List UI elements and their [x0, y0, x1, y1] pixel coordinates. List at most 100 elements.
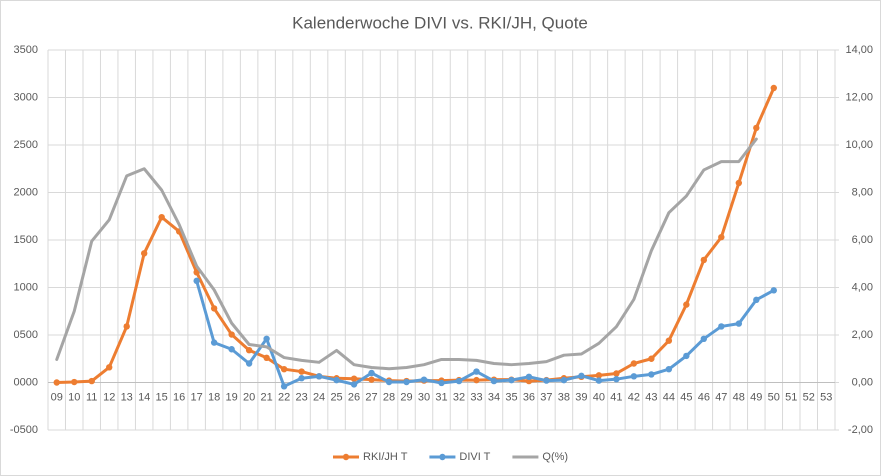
- series-marker: [700, 256, 708, 264]
- x-tick-label: 09: [51, 391, 63, 403]
- series-marker: [106, 364, 113, 371]
- x-tick-label: 19: [226, 391, 238, 403]
- series-marker: [578, 372, 585, 380]
- series-marker: [350, 375, 358, 382]
- legend-label: Q(%): [542, 451, 568, 463]
- legend-marker: [342, 453, 350, 461]
- y-tick-label: 1000: [14, 281, 38, 293]
- y-tick-label: 3000: [14, 91, 38, 103]
- x-tick-label: 46: [698, 391, 710, 403]
- series-marker: [298, 368, 305, 375]
- series-marker: [333, 376, 340, 384]
- series-marker: [385, 378, 393, 386]
- y2-tick-label: 14,00: [845, 44, 873, 56]
- x-tick-label: 26: [348, 391, 360, 403]
- series-marker: [315, 373, 323, 380]
- series-marker: [53, 379, 60, 386]
- x-tick-label: 36: [523, 391, 535, 403]
- x-tick-label: 10: [68, 391, 80, 403]
- series-marker: [158, 214, 165, 221]
- series-marker: [245, 347, 253, 354]
- series-marker: [613, 375, 620, 383]
- y2-tick-label: 10,00: [845, 139, 873, 151]
- series-marker: [735, 320, 743, 327]
- x-tick-label: 47: [715, 391, 727, 403]
- series-marker: [368, 369, 375, 377]
- series-marker: [683, 301, 690, 308]
- series-marker: [630, 373, 638, 380]
- series-marker: [648, 371, 655, 378]
- series-marker: [280, 383, 288, 390]
- series-marker: [595, 377, 603, 384]
- legend-marker: [439, 453, 446, 461]
- y2-tick-label: 2,00: [852, 329, 873, 341]
- series-marker: [648, 355, 655, 362]
- series-marker: [543, 377, 550, 384]
- series-marker: [665, 337, 673, 344]
- series-marker: [403, 378, 410, 386]
- y-tick-label: 2000: [14, 186, 38, 198]
- series-line: [195, 279, 776, 388]
- series-marker: [770, 84, 777, 92]
- y2-tick-label: 8,00: [852, 186, 873, 198]
- series-marker: [298, 375, 305, 382]
- x-tick-label: 52: [803, 391, 815, 403]
- series-marker: [735, 179, 743, 187]
- series-marker: [140, 250, 148, 257]
- series-marker: [263, 354, 270, 361]
- x-tick-label: 15: [156, 391, 168, 403]
- x-tick-label: 50: [768, 391, 780, 403]
- x-tick-label: 31: [435, 391, 447, 403]
- x-tick-label: 33: [470, 391, 482, 403]
- y-tick-label: 0500: [14, 329, 38, 341]
- series-marker: [718, 233, 725, 241]
- series-marker: [210, 339, 218, 346]
- x-tick-label: 44: [663, 391, 675, 403]
- x-tick-label: 51: [785, 391, 797, 403]
- series-marker: [245, 360, 253, 367]
- series-marker: [123, 323, 130, 330]
- y2-tick-label: 0,00: [852, 376, 873, 388]
- series-marker: [193, 277, 200, 285]
- series-marker: [263, 335, 270, 342]
- series-marker: [228, 346, 235, 353]
- y2-tick-label: 4,00: [852, 281, 873, 293]
- y2-tick-label: -2,00: [848, 424, 873, 436]
- y-tick-label: 1500: [14, 234, 38, 246]
- x-tick-label: 40: [593, 391, 605, 403]
- x-tick-label: 48: [733, 391, 745, 403]
- x-tick-label: 18: [208, 391, 220, 403]
- y2-tick-label: 12,00: [845, 91, 873, 103]
- x-tick-label: 25: [330, 391, 342, 403]
- series-line: [55, 137, 758, 371]
- x-tick-label: 20: [243, 391, 255, 403]
- legend-label: DIVI T: [459, 451, 490, 463]
- x-tick-label: 43: [645, 391, 657, 403]
- series-marker: [71, 378, 78, 386]
- series-marker: [525, 373, 533, 380]
- x-tick-label: 30: [418, 391, 430, 403]
- x-tick-label: 16: [173, 391, 185, 403]
- x-tick-label: 12: [103, 391, 115, 403]
- x-tick-label: 28: [383, 391, 395, 403]
- y-tick-label: 2500: [14, 139, 38, 151]
- x-tick-label: 21: [260, 391, 272, 403]
- series-marker: [438, 379, 445, 387]
- series-marker: [228, 331, 235, 338]
- x-tick-label: 35: [505, 391, 517, 403]
- x-tick-label: 14: [138, 391, 150, 403]
- x-tick-label: 22: [278, 391, 290, 403]
- y-tick-label: 3500: [14, 44, 38, 56]
- x-tick-label: 53: [820, 391, 832, 403]
- x-tick-label: 24: [313, 391, 325, 403]
- series-marker: [595, 372, 603, 379]
- x-tick-label: 27: [365, 391, 377, 403]
- x-tick-label: 45: [680, 391, 692, 403]
- x-tick-label: 38: [558, 391, 570, 403]
- series-marker: [560, 376, 568, 384]
- series-marker: [473, 368, 480, 375]
- x-tick-label: 17: [191, 391, 203, 403]
- series-marker: [700, 335, 708, 342]
